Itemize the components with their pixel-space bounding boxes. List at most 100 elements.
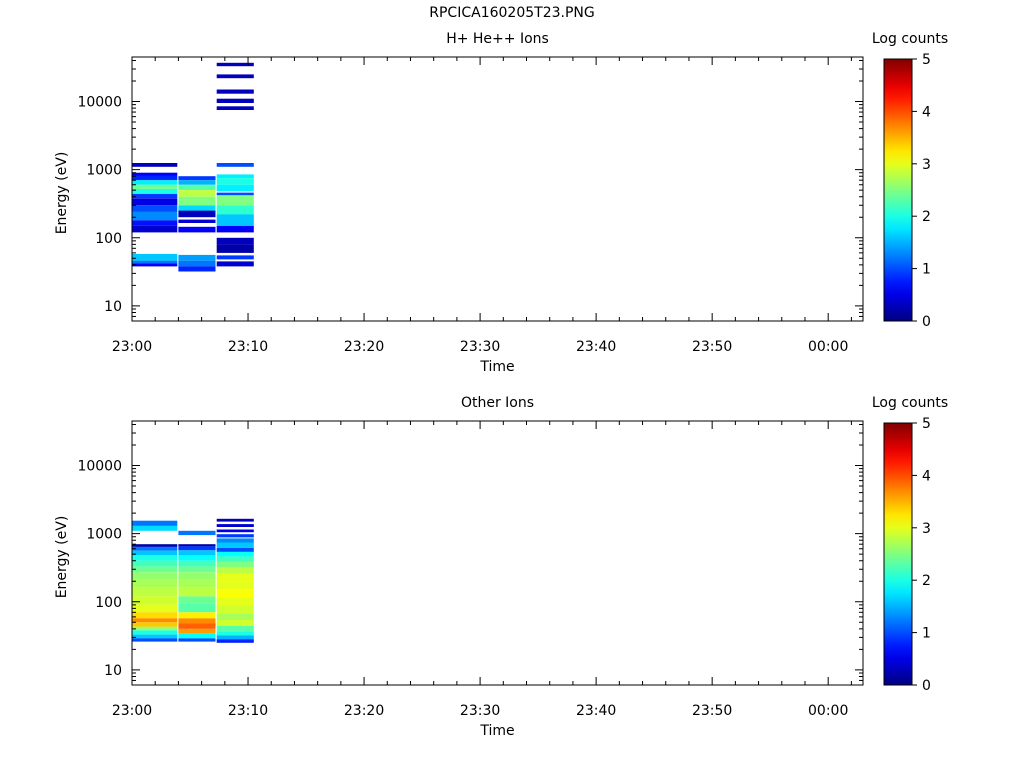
x-tick-label: 23:50 xyxy=(692,339,732,355)
heatmap-cell xyxy=(132,622,178,627)
heatmap-cell xyxy=(216,62,254,67)
y-tick-label: 1000 xyxy=(86,527,122,543)
heatmap-cell xyxy=(216,98,254,103)
heatmap-cell xyxy=(178,260,216,267)
x-tick-label: 23:00 xyxy=(112,703,152,719)
plot-frame xyxy=(131,420,864,686)
colorbar-gradient xyxy=(883,422,913,686)
heatmap-cell xyxy=(132,189,178,194)
heatmap-cell xyxy=(132,550,178,556)
heatmap-cell xyxy=(132,184,178,189)
heatmap-cell xyxy=(216,581,254,590)
heatmap-cell xyxy=(178,226,216,233)
heatmap-cell xyxy=(178,544,216,547)
colorbar-tick-label: 3 xyxy=(922,157,931,173)
heatmap-cell xyxy=(178,254,216,261)
colorbar-tick-label: 2 xyxy=(922,209,931,225)
heatmap-cell xyxy=(178,579,216,588)
heatmap-cell xyxy=(216,225,254,233)
heatmap-cell xyxy=(132,566,178,573)
heatmap-cell xyxy=(216,567,254,574)
heatmap-cell xyxy=(178,560,216,567)
heatmap-cell xyxy=(132,544,178,547)
heatmap-cell xyxy=(216,214,254,226)
x-tick-label: 00:00 xyxy=(808,703,848,719)
heatmap-cell xyxy=(178,266,216,272)
colorbar-tick-label: 3 xyxy=(922,521,931,537)
x-tick-label: 00:00 xyxy=(808,339,848,355)
heatmap-cell xyxy=(216,605,254,614)
heatmap-cell xyxy=(216,524,254,527)
heatmap-cell xyxy=(132,163,178,167)
colorbar-label: Log counts xyxy=(872,395,948,411)
heatmap-cell xyxy=(178,530,216,536)
heatmap-cell xyxy=(132,205,178,212)
heatmap-cell xyxy=(216,192,254,196)
heatmap-cell xyxy=(178,572,216,580)
heatmap-cell xyxy=(132,198,178,206)
heatmap-cell xyxy=(178,550,216,556)
heatmap-cell xyxy=(178,205,216,211)
heatmap-cell xyxy=(132,596,178,605)
heatmap-cell xyxy=(216,178,254,185)
heatmap-cell xyxy=(178,618,216,624)
heatmap-cell xyxy=(216,518,254,522)
heatmap-cell xyxy=(132,634,178,639)
heatmap-cell xyxy=(216,556,254,562)
heatmap-cell xyxy=(132,626,178,631)
colorbar-tick-label: 0 xyxy=(922,678,931,694)
heatmap-cell xyxy=(132,180,178,185)
heatmap-cell xyxy=(132,520,178,526)
heatmap-cell xyxy=(216,613,254,620)
heatmap-cell xyxy=(216,538,254,543)
heatmap-cell xyxy=(132,193,178,199)
heatmap-cells xyxy=(132,62,254,272)
heatmap-cell xyxy=(216,195,254,206)
heatmap-cell xyxy=(216,547,254,552)
y-axis-label: Energy (eV) xyxy=(54,152,70,235)
colorbar-tick-label: 0 xyxy=(922,314,931,330)
x-tick-label: 23:30 xyxy=(460,339,500,355)
heatmap-cell xyxy=(216,529,254,533)
colorbar-tick-label: 2 xyxy=(922,573,931,589)
heatmap-cell xyxy=(178,190,216,197)
colorbar-tick-label: 1 xyxy=(922,262,931,278)
heatmap-cell xyxy=(178,180,216,185)
heatmap-cell xyxy=(132,263,178,267)
x-tick-label: 23:30 xyxy=(460,703,500,719)
heatmap-cell xyxy=(216,261,254,267)
heatmap-cell xyxy=(216,620,254,627)
heatmap-cell xyxy=(178,612,216,619)
heatmap-cell xyxy=(132,604,178,613)
heatmap-cell xyxy=(132,172,178,176)
heatmap-cell xyxy=(216,184,254,192)
colorbar-tick-label: 5 xyxy=(922,52,931,68)
heatmap-cell xyxy=(132,638,178,642)
heatmap-cell xyxy=(132,220,178,226)
heatmap-cell xyxy=(178,623,216,629)
heatmap-cell xyxy=(216,237,254,245)
heatmap-cell xyxy=(216,551,254,557)
heatmap-cell xyxy=(216,631,254,636)
x-tick-label: 23:10 xyxy=(228,703,268,719)
x-tick-label: 23:20 xyxy=(344,703,384,719)
heatmap-cell xyxy=(132,555,178,561)
heatmap-cell xyxy=(216,255,254,260)
heatmap-cell xyxy=(132,572,178,580)
heatmap-cell xyxy=(132,560,178,567)
y-tick-label: 10000 xyxy=(77,459,122,475)
heatmap-cell xyxy=(216,589,254,598)
colorbar-tick-label: 1 xyxy=(922,626,931,642)
heatmap-cell xyxy=(132,579,178,588)
heatmap-cell xyxy=(178,566,216,573)
heatmap-cell xyxy=(178,546,216,551)
heatmap-cell xyxy=(216,163,254,167)
panel-title: Other Ions xyxy=(461,395,534,411)
colorbar-tick-label: 4 xyxy=(922,104,931,120)
y-tick-label: 10 xyxy=(104,663,122,679)
colorbar: Log counts 0 1 2 3 4 5 xyxy=(872,31,948,330)
heatmap-cell xyxy=(216,205,254,215)
y-tick-label: 10 xyxy=(104,299,122,315)
spectrogram-panel-2: 23:00 23:10 23:20 23:30 23:40 23:50 00:0010100… xyxy=(54,395,948,739)
heatmap-cell xyxy=(216,626,254,632)
